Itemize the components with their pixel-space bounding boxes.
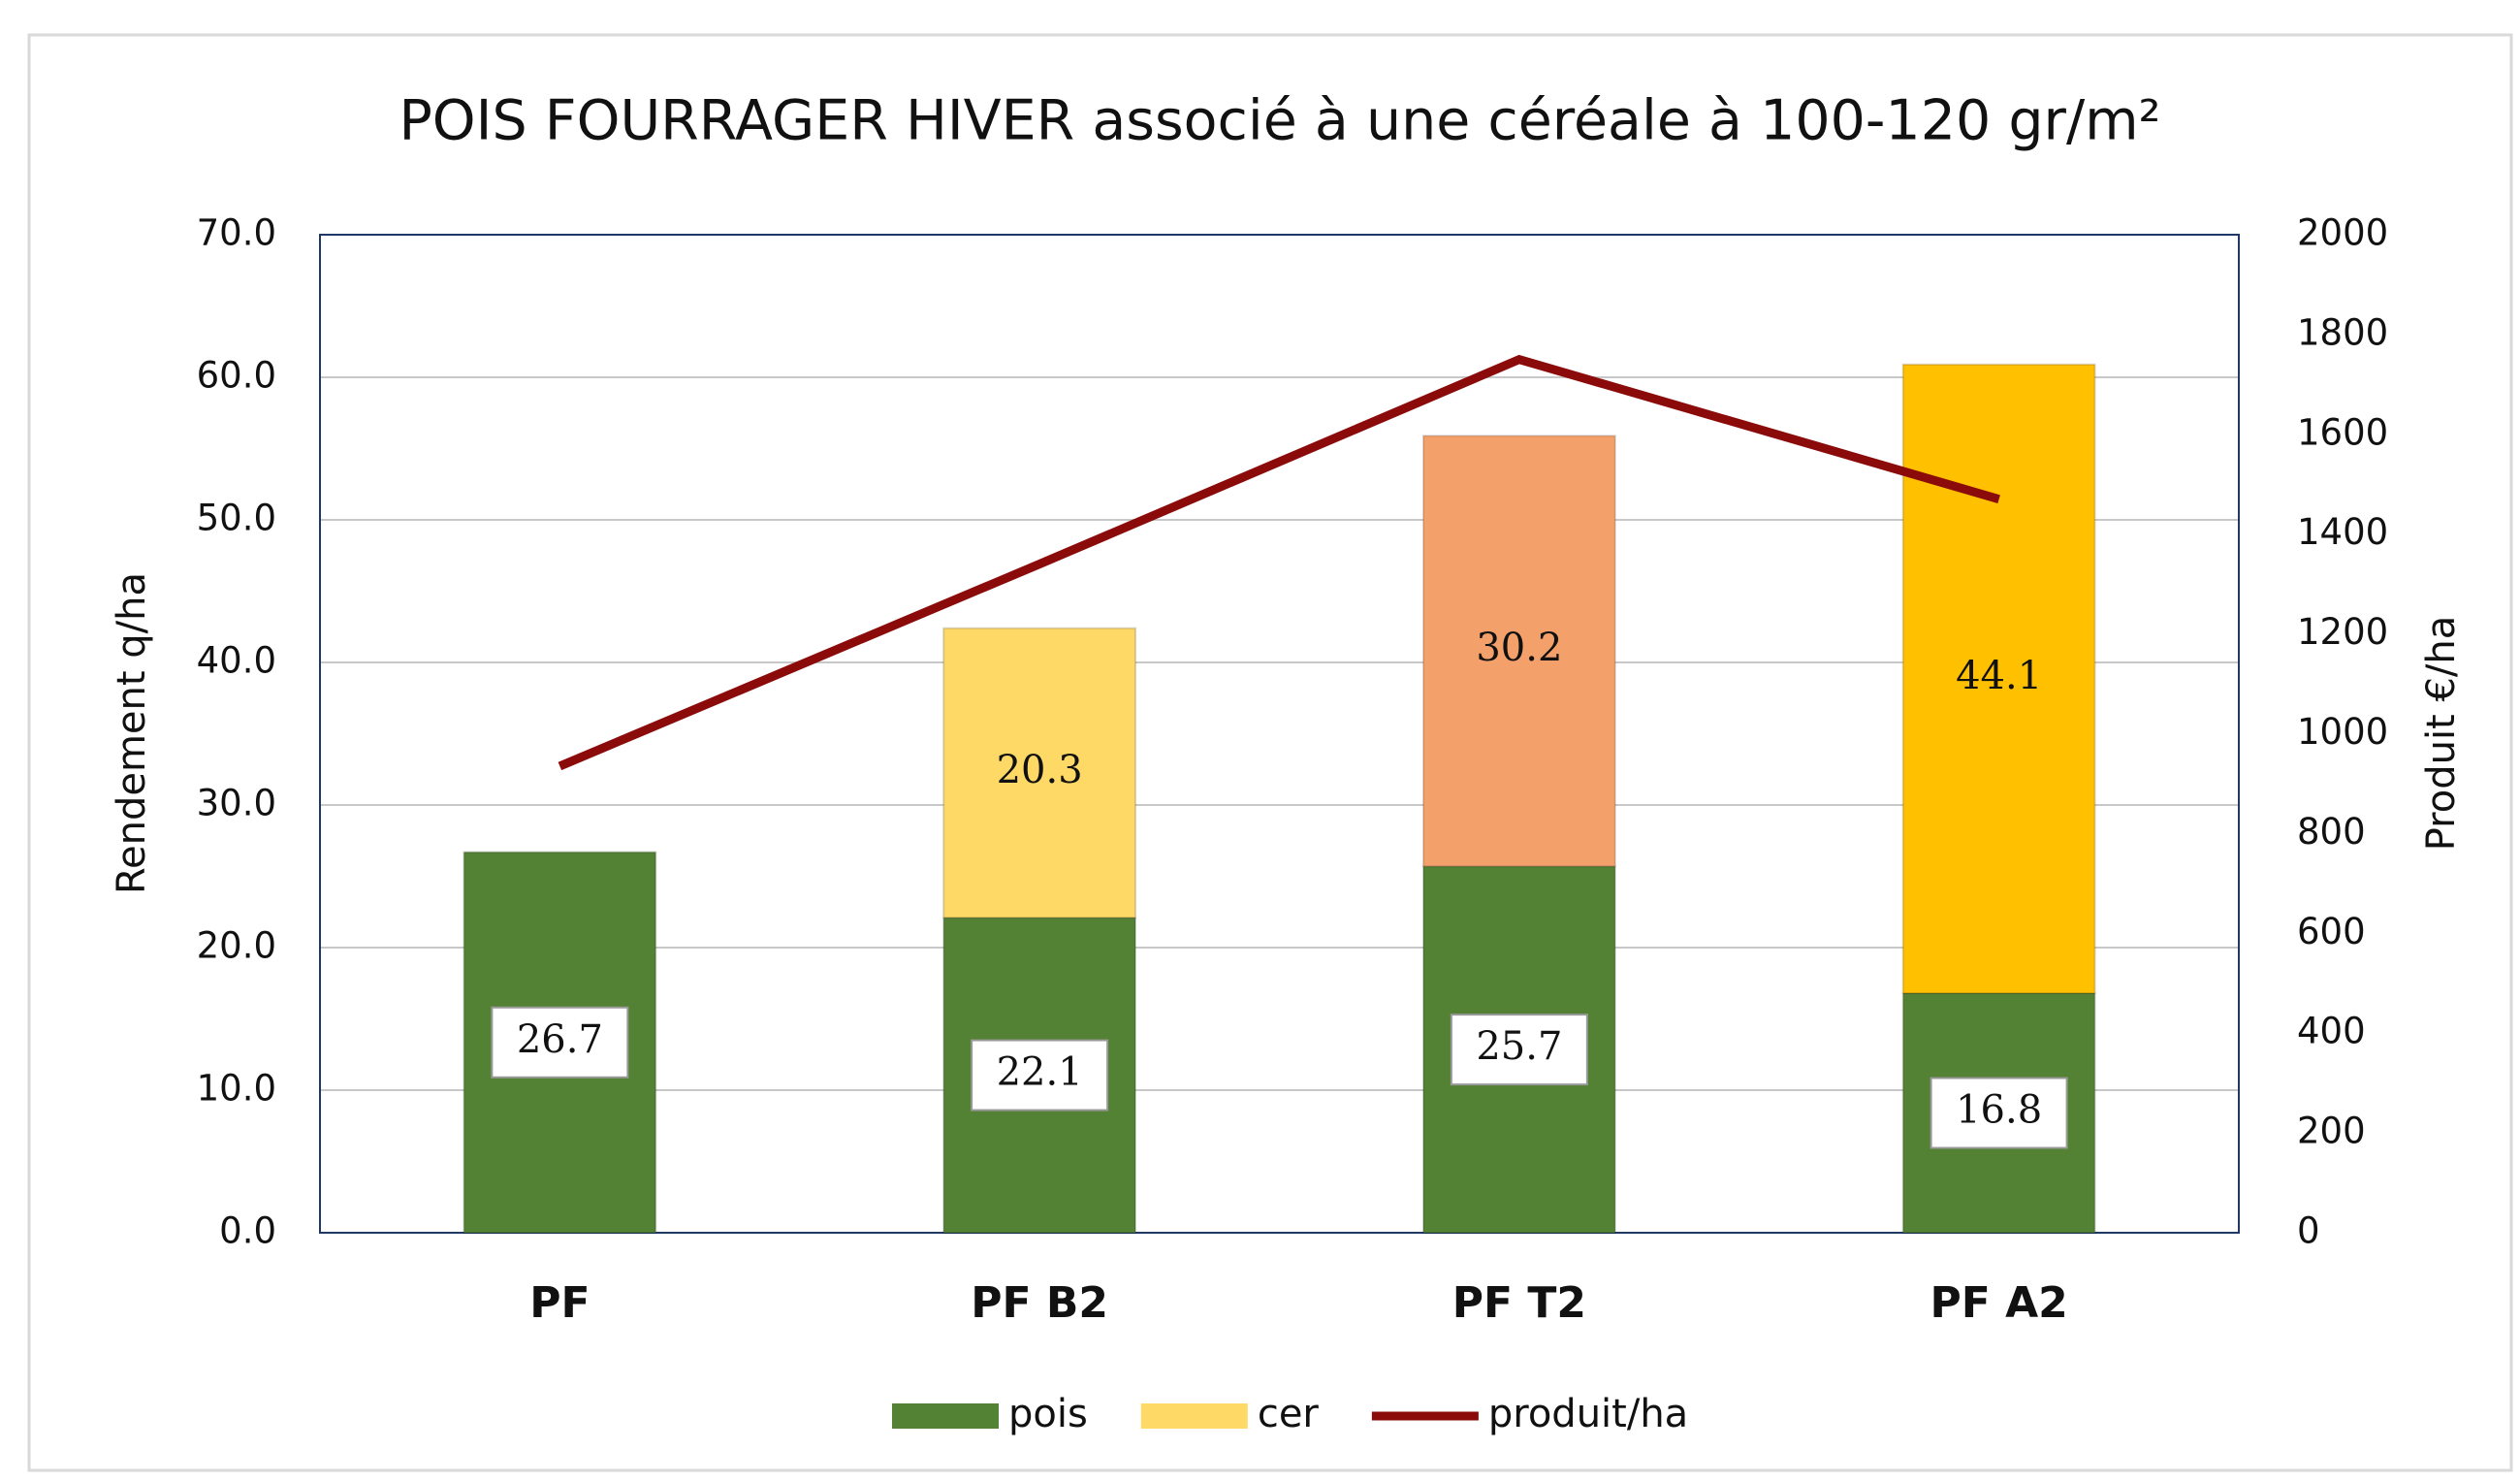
data-label: 44.1 [1956,654,2042,698]
data-label-box [971,1039,1109,1112]
data-label: 16.8 [1956,1088,2042,1133]
y-tick-label: 70.0 [197,212,276,254]
y2-tick-label: 400 [2297,1011,2366,1052]
y2-axis-title: Produit €/ha [2419,616,2464,852]
x-tick-label: PF T2 [1452,1278,1586,1328]
data-label: 26.7 [517,1017,603,1062]
chart-frame [27,33,2513,1472]
y-tick-label: 40.0 [197,640,276,682]
y2-tick-label: 1800 [2297,311,2388,353]
legend-label: pois [1008,1392,1088,1436]
y2-tick-label: 1400 [2297,511,2388,553]
data-label: 20.3 [997,748,1083,792]
legend-label: cer [1258,1392,1320,1436]
bar [942,627,1137,919]
bar [1901,363,2096,995]
line [558,354,2000,771]
y2-tick-label: 1200 [2297,611,2388,653]
y2-tick-label: 800 [2297,811,2366,853]
x-tick-label: PF A2 [1930,1278,2067,1328]
y2-tick-label: 2000 [2297,212,2388,254]
y2-tick-label: 0 [2297,1210,2320,1252]
y-axis-title: Rendement q/ha [110,572,154,894]
y-tick-label: 50.0 [197,498,276,539]
data-label-box [1930,1077,2068,1149]
chart-title: POIS FOURRAGER HIVER associé à une céréa… [399,89,2160,153]
plot-frame [319,234,2240,1234]
y2-tick-label: 200 [2297,1111,2366,1152]
y-tick-label: 20.0 [197,925,276,967]
data-label-box [1450,1014,1588,1086]
x-tick-label: PF B2 [971,1278,1108,1328]
data-label: 25.7 [1476,1024,1562,1069]
bar [1421,435,1616,868]
y2-tick-label: 600 [2297,911,2366,952]
y-tick-label: 10.0 [197,1068,276,1110]
data-label: 30.2 [1476,626,1562,670]
legend-swatch [892,1403,999,1429]
y2-tick-label: 1600 [2297,411,2388,453]
y-tick-label: 60.0 [197,355,276,397]
y2-tick-label: 1000 [2297,711,2388,753]
y-tick-label: 30.0 [197,783,276,824]
legend-swatch [1140,1403,1248,1429]
y-tick-label: 0.0 [219,1210,276,1252]
x-tick-label: PF [529,1278,590,1328]
data-label-box [491,1006,629,1079]
data-label: 22.1 [997,1050,1083,1095]
legend-label: produit/ha [1488,1392,1688,1436]
